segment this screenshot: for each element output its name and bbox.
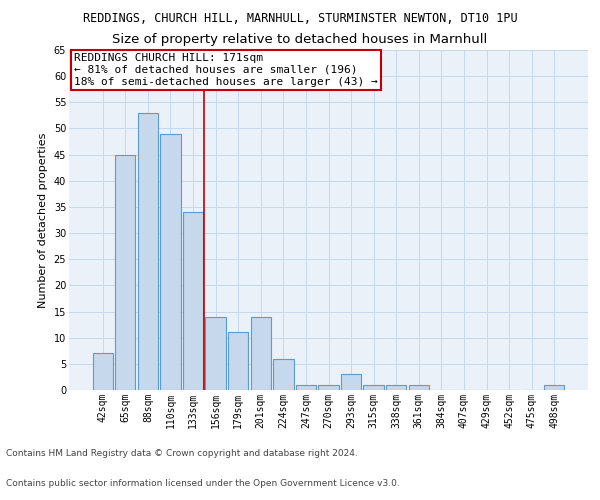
Bar: [251, 317, 271, 390]
Bar: [273, 358, 293, 390]
Bar: [205, 317, 226, 390]
Bar: [364, 385, 384, 390]
Text: Contains HM Land Registry data © Crown copyright and database right 2024.: Contains HM Land Registry data © Crown c…: [6, 448, 358, 458]
Bar: [183, 212, 203, 390]
Bar: [228, 332, 248, 390]
Bar: [138, 113, 158, 390]
Bar: [296, 385, 316, 390]
Bar: [319, 385, 338, 390]
Bar: [341, 374, 361, 390]
Bar: [386, 385, 406, 390]
Bar: [544, 385, 565, 390]
Text: Contains public sector information licensed under the Open Government Licence v3: Contains public sector information licen…: [6, 478, 400, 488]
Text: Size of property relative to detached houses in Marnhull: Size of property relative to detached ho…: [112, 32, 488, 46]
Bar: [160, 134, 181, 390]
Bar: [115, 154, 136, 390]
Bar: [409, 385, 429, 390]
Bar: [92, 354, 113, 390]
Text: REDDINGS, CHURCH HILL, MARNHULL, STURMINSTER NEWTON, DT10 1PU: REDDINGS, CHURCH HILL, MARNHULL, STURMIN…: [83, 12, 517, 26]
Text: REDDINGS CHURCH HILL: 171sqm
← 81% of detached houses are smaller (196)
18% of s: REDDINGS CHURCH HILL: 171sqm ← 81% of de…: [74, 54, 378, 86]
Y-axis label: Number of detached properties: Number of detached properties: [38, 132, 48, 308]
